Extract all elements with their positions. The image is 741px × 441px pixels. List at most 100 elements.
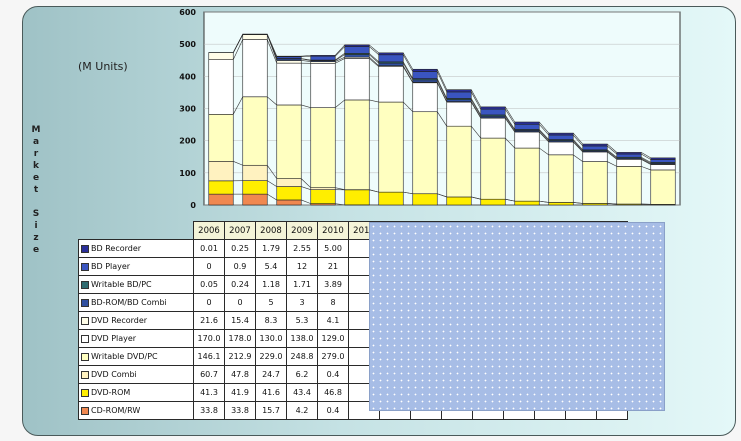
- legend-label: DVD Player: [78, 329, 194, 348]
- data-label: 21: [317, 257, 349, 276]
- bar-segment: [412, 193, 438, 206]
- market-size-letter: S: [32, 209, 40, 219]
- bar-segment: [344, 99, 370, 190]
- market-size-letter: t: [33, 185, 39, 195]
- series-connector: [504, 106, 516, 123]
- data-label: 146.1: [193, 347, 225, 366]
- x-tick-label: 2006: [193, 221, 225, 240]
- series-connector: [470, 91, 482, 110]
- data-label: 138.0: [286, 329, 318, 348]
- data-label: 0: [224, 293, 256, 312]
- data-label: 0: [193, 293, 225, 312]
- bar-segment: [480, 106, 506, 110]
- legend-text: DVD Recorder: [91, 316, 148, 325]
- series-connector: [641, 153, 651, 160]
- legend-text: BD-ROM/BD Combi: [91, 298, 167, 307]
- bar-segment: [548, 132, 574, 136]
- unit-label: (M Units): [78, 60, 128, 73]
- data-label: 41.3: [193, 383, 225, 402]
- legend-text: Writable DVD/PC: [91, 352, 158, 361]
- series-connector: [335, 44, 345, 56]
- series-connector: [607, 149, 617, 158]
- series-connector: [301, 55, 311, 58]
- legend-label: BD-ROM/BD Combi: [78, 293, 194, 312]
- legend-text: Writable BD/PC: [91, 280, 152, 289]
- data-label: 5.3: [286, 311, 318, 330]
- data-label: 129.0: [317, 329, 349, 348]
- series-connector: [335, 53, 345, 61]
- series-connector: [641, 156, 651, 163]
- y-tick-label: 100: [179, 169, 196, 178]
- data-label: 15.4: [224, 311, 256, 330]
- data-label: 60.7: [193, 365, 225, 384]
- data-label: 0.05: [193, 275, 225, 294]
- bar-segment: [242, 96, 268, 166]
- y-tick-label: 500: [179, 40, 196, 49]
- series-connector: [573, 139, 583, 151]
- plot-area: 0 100 200 300 400 500 600: [179, 8, 681, 210]
- series-connector: [504, 116, 516, 131]
- series-connector: [470, 98, 482, 116]
- data-label: 0.9: [224, 257, 256, 276]
- data-label: 0.4: [317, 401, 349, 420]
- series-connector: [369, 189, 379, 193]
- bar-segment: [582, 143, 608, 147]
- series-connector: [539, 129, 549, 140]
- series-connector: [607, 203, 617, 205]
- data-label: 24.7: [255, 365, 287, 384]
- series-connector: [641, 158, 651, 165]
- bar-segment: [276, 199, 302, 206]
- bar-segment: [242, 34, 268, 40]
- series-connector: [504, 114, 516, 130]
- legend-label: Writable BD/PC: [78, 275, 194, 294]
- bar-segment: [480, 137, 506, 200]
- bar-segment: [378, 62, 404, 67]
- data-label: 6.2: [286, 365, 318, 384]
- legend-swatch: [81, 298, 89, 307]
- market-size-letter: z: [33, 233, 39, 243]
- series-connector: [266, 165, 278, 179]
- bar-segment: [514, 200, 540, 206]
- bar-segment: [650, 157, 676, 160]
- bar-segment: [344, 46, 370, 54]
- series-connector: [436, 111, 448, 127]
- data-label: 170.0: [193, 329, 225, 348]
- market-size-letter: i: [34, 221, 38, 231]
- y-tick-label: 0: [190, 201, 196, 210]
- bar-segment: [208, 114, 234, 162]
- data-label: 4.2: [286, 401, 318, 420]
- market-size-letter: e: [32, 173, 40, 183]
- series-connector: [301, 178, 311, 188]
- series-connector: [436, 81, 448, 102]
- bar-segment: [514, 131, 540, 149]
- series-connector: [267, 96, 277, 106]
- series-connector: [266, 34, 278, 57]
- bar-segment: [310, 62, 336, 108]
- bar-segment: [412, 82, 438, 113]
- series-connector: [573, 154, 583, 162]
- bar-segment: [616, 166, 642, 205]
- series-connector: [437, 193, 447, 198]
- series-connector: [573, 134, 583, 147]
- table-corner: [79, 222, 194, 240]
- bar-segment: [344, 54, 370, 58]
- series-connector: [539, 124, 549, 136]
- y-tick-label: 200: [179, 137, 196, 146]
- bar-segment: [242, 193, 268, 206]
- bar-segment: [446, 125, 472, 198]
- bar-segment: [650, 164, 676, 171]
- bar-segment: [616, 153, 642, 158]
- series-connector: [301, 199, 311, 204]
- data-label: 1.71: [286, 275, 318, 294]
- series-connector: [402, 66, 414, 83]
- bar-segment: [276, 186, 302, 201]
- x-tick-label: 2010: [317, 221, 349, 240]
- x-tick-label: 2007: [224, 221, 256, 240]
- series-connector: [607, 161, 617, 167]
- data-label: 3: [286, 293, 318, 312]
- bar-segment: [276, 55, 302, 58]
- legend-swatch: [81, 352, 89, 361]
- series-connector: [369, 44, 379, 54]
- series-connector: [369, 54, 379, 64]
- bar-segment: [208, 180, 234, 195]
